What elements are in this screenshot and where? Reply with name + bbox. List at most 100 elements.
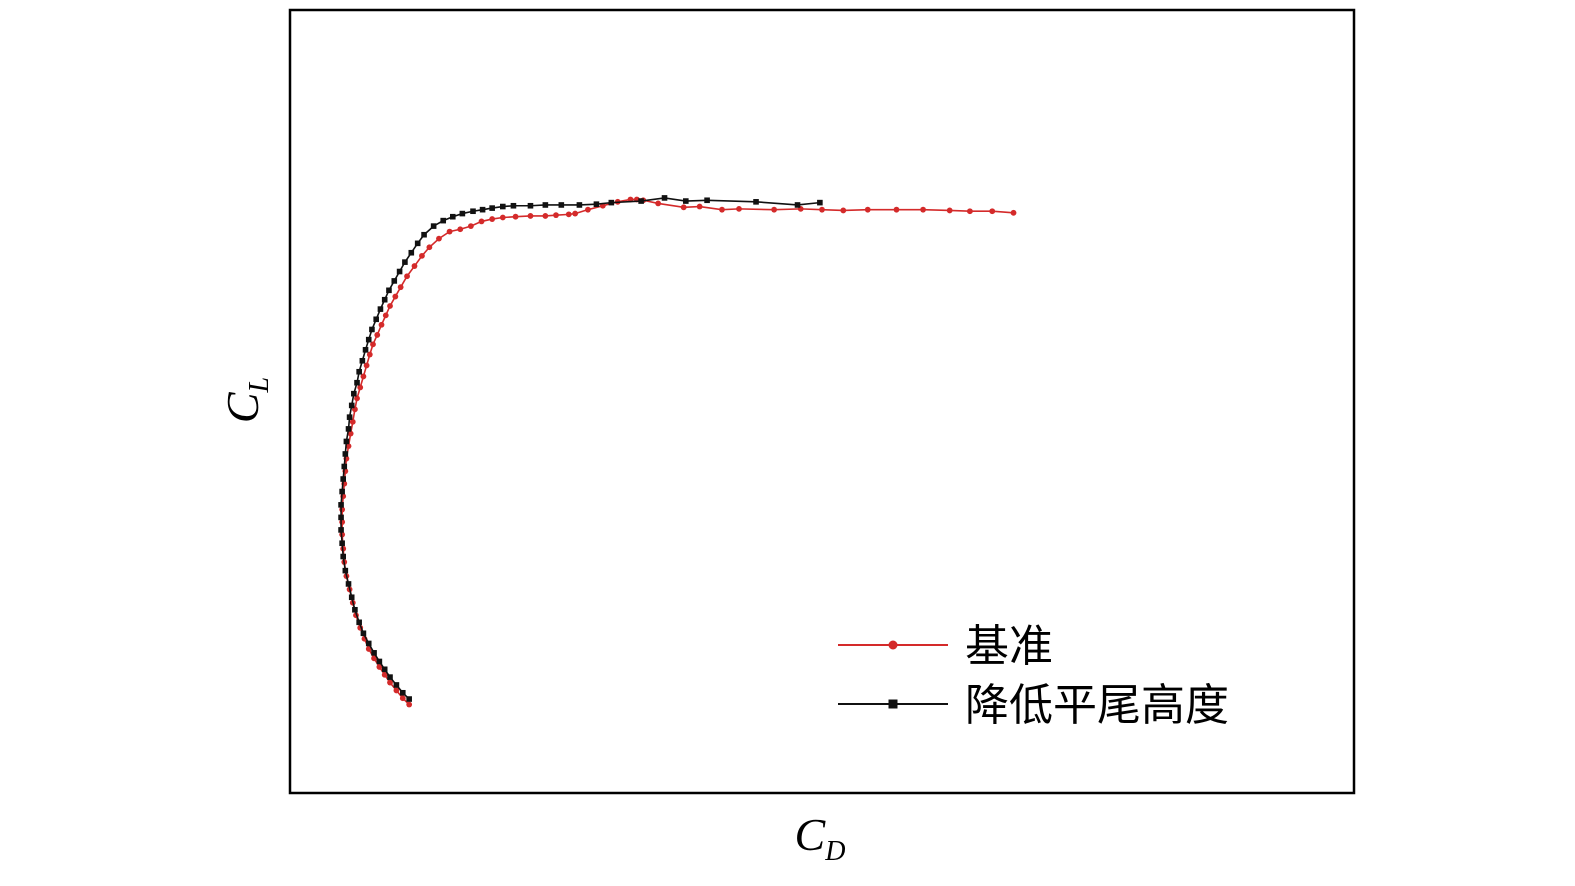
- data-point-s1-57: [593, 201, 600, 207]
- data-point-s0-23: [345, 443, 352, 450]
- data-point-s0-43: [436, 235, 442, 242]
- legend: 基准 降低平尾高度: [838, 621, 1229, 731]
- data-point-s0-56: [585, 206, 591, 213]
- data-point-s1-48: [470, 208, 476, 215]
- data-point-s1-11: [348, 594, 355, 601]
- data-point-s1-33: [369, 326, 375, 333]
- series-1: [338, 195, 823, 702]
- data-point-s1-0: [406, 696, 412, 702]
- data-point-s1-63: [753, 199, 759, 205]
- data-point-s1-64: [794, 202, 801, 208]
- data-point-s1-62: [704, 197, 710, 204]
- data-point-s0-4: [381, 671, 388, 678]
- data-point-s0-51: [527, 213, 534, 219]
- data-point-s1-54: [542, 202, 549, 208]
- legend-marker-0: [888, 640, 898, 650]
- data-point-s1-27: [351, 390, 357, 397]
- data-point-s1-31: [362, 347, 369, 353]
- plot-frame: [288, 8, 1356, 795]
- series-0: [339, 196, 1017, 708]
- data-point-s0-49: [499, 214, 506, 221]
- data-point-s0-67: [771, 206, 778, 213]
- data-point-s1-44: [430, 223, 437, 229]
- data-point-s0-63: [680, 204, 687, 211]
- data-point-s0-35: [382, 312, 389, 319]
- data-point-s1-50: [489, 205, 495, 211]
- data-point-s1-24: [345, 426, 352, 432]
- data-point-s1-30: [359, 357, 366, 364]
- data-point-s0-24: [347, 430, 354, 437]
- data-point-s1-53: [527, 202, 534, 209]
- data-point-s1-40: [402, 259, 408, 265]
- legend-label-0: 基准: [965, 621, 1053, 672]
- data-point-s1-29: [356, 368, 362, 375]
- data-point-s1-56: [576, 202, 583, 208]
- data-point-s1-43: [421, 231, 427, 238]
- data-point-s1-19: [339, 488, 345, 495]
- data-point-s0-73: [920, 206, 926, 213]
- data-point-s1-1: [399, 689, 406, 696]
- data-point-s1-42: [414, 240, 421, 247]
- data-point-s1-55: [558, 202, 565, 208]
- data-point-s1-26: [348, 402, 355, 409]
- data-point-s0-6: [371, 655, 377, 662]
- data-point-s0-41: [419, 252, 425, 259]
- x-axis-label: CD: [795, 809, 846, 867]
- data-point-s0-3: [387, 679, 393, 686]
- data-point-s1-37: [386, 287, 392, 294]
- x-axis-label-sub: D: [824, 836, 845, 867]
- data-point-s0-39: [404, 273, 410, 280]
- data-point-s1-18: [338, 502, 344, 508]
- data-point-s0-38: [397, 284, 404, 291]
- data-point-s0-31: [366, 351, 373, 358]
- legend-label-1: 降低平尾高度: [965, 680, 1229, 731]
- data-point-s1-5: [376, 658, 383, 665]
- legend-entry-0: 基准: [838, 621, 1053, 672]
- data-point-s1-45: [440, 217, 447, 224]
- data-point-s0-30: [363, 362, 370, 369]
- y-axis-label-main: C: [217, 391, 268, 423]
- data-point-s0-29: [360, 373, 367, 380]
- data-point-s1-59: [638, 198, 644, 204]
- data-point-s1-7: [365, 640, 372, 647]
- data-point-s0-72: [893, 206, 900, 213]
- data-point-s0-52: [542, 213, 549, 219]
- data-point-s0-25: [349, 418, 356, 425]
- data-point-s1-2: [393, 682, 400, 688]
- data-point-s0-33: [374, 332, 381, 338]
- data-point-s1-8: [360, 630, 367, 637]
- data-point-s1-51: [500, 203, 506, 210]
- data-point-s0-62: [655, 200, 662, 207]
- data-point-s0-5: [376, 664, 383, 670]
- data-point-s0-54: [565, 211, 572, 218]
- data-point-s0-50: [512, 213, 519, 220]
- data-point-s1-6: [371, 650, 377, 656]
- data-point-s0-36: [387, 303, 393, 309]
- data-point-s0-65: [719, 206, 725, 213]
- data-point-s0-74: [946, 207, 953, 214]
- data-point-s1-16: [338, 527, 344, 533]
- data-point-s1-17: [338, 514, 344, 521]
- data-point-s0-42: [426, 244, 433, 251]
- data-point-s0-46: [467, 223, 474, 230]
- data-point-s0-69: [819, 206, 825, 213]
- legend-marker-1: [888, 699, 898, 709]
- data-point-s0-64: [696, 203, 703, 210]
- data-point-s0-37: [392, 293, 399, 300]
- data-point-s1-36: [381, 296, 388, 303]
- data-point-s0-0: [406, 701, 413, 708]
- data-point-s1-23: [343, 438, 350, 445]
- data-point-s1-32: [365, 336, 372, 343]
- data-point-s0-71: [864, 206, 871, 213]
- data-point-s0-27: [354, 395, 360, 402]
- data-point-s1-52: [510, 202, 517, 209]
- data-point-s1-13: [342, 567, 349, 574]
- y-axis-label: CL: [217, 377, 275, 423]
- data-point-s1-4: [381, 666, 388, 673]
- series-layer: [338, 195, 1017, 708]
- legend-entry-1: 降低平尾高度: [838, 680, 1229, 731]
- data-point-s0-48: [489, 216, 496, 222]
- data-point-s1-21: [341, 463, 348, 470]
- data-point-s0-47: [478, 218, 485, 225]
- y-axis-label-sub: L: [244, 377, 275, 394]
